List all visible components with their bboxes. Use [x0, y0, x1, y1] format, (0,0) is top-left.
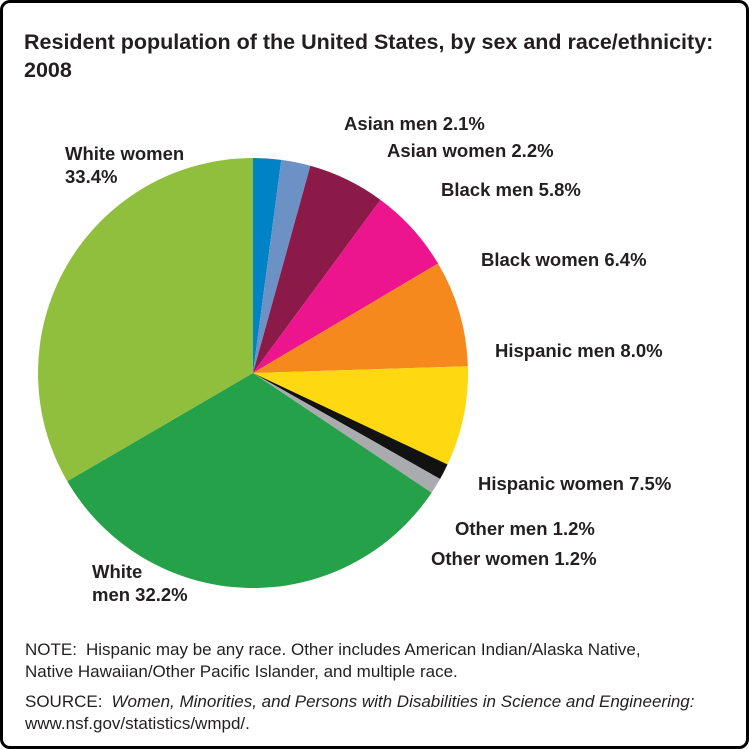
pie-slice-black-women	[253, 199, 439, 373]
pie-slice-white-women	[38, 158, 254, 482]
pie-chart	[38, 158, 468, 589]
label-hispanic-women: Hispanic women 7.5%	[478, 473, 672, 494]
label-asian-women: Asian women 2.2%	[387, 140, 554, 161]
pie-chart-area	[33, 153, 473, 593]
chart-title: Resident population of the United States…	[24, 29, 734, 84]
pie-slice-other-women	[253, 373, 441, 493]
label-black-men: Black men 5.8%	[441, 179, 581, 200]
label-white-men-line-2: men 32.2%	[92, 583, 188, 605]
label-white-men: White men 32.2%	[92, 561, 188, 606]
chart-title-line-1: Resident population of the United States…	[24, 30, 714, 55]
note-paragraph: NOTE: Hispanic may be any race. Other inc…	[25, 639, 733, 684]
label-hispanic-men: Hispanic men 8.0%	[495, 340, 663, 361]
note-label: NOTE:	[25, 640, 77, 659]
label-other-women: Other women 1.2%	[431, 548, 597, 569]
label-black-women: Black women 6.4%	[481, 249, 647, 270]
pie-slice-hispanic-men	[253, 263, 468, 373]
source-url: www.nsf.gov/statistics/wmpd/.	[25, 714, 250, 734]
note-line-1: Hispanic may be any race. Other includes…	[85, 640, 641, 659]
source-label: SOURCE:	[25, 691, 103, 711]
note-line-2: Native Hawaiian/Other Pacific Islander, …	[25, 662, 458, 682]
source-paragraph: SOURCE: Women, Minorities, and Persons wi…	[25, 691, 733, 736]
pie-slice-asian-men	[253, 158, 282, 373]
pie-slice-hispanic-women	[253, 366, 468, 465]
label-white-men-line-1: White	[92, 561, 143, 582]
label-asian-men: Asian men 2.1%	[344, 113, 485, 134]
label-white-women-line-2: 33.4%	[65, 165, 118, 187]
label-other-men: Other men 1.2%	[455, 518, 595, 539]
label-white-women: White women 33.4%	[65, 143, 184, 188]
footnotes: NOTE: Hispanic may be any race. Other inc…	[25, 639, 733, 743]
pie-slice-white-men	[67, 373, 432, 589]
pie-slice-black-men	[253, 165, 381, 373]
chart-title-line-2: 2008	[24, 57, 72, 82]
label-white-women-line-1: White women	[65, 143, 185, 164]
pie-slice-other-men	[253, 373, 448, 479]
source-work-title: Women, Minorities, and Persons with Disa…	[111, 691, 695, 711]
pie-slice-asian-women	[253, 159, 311, 373]
